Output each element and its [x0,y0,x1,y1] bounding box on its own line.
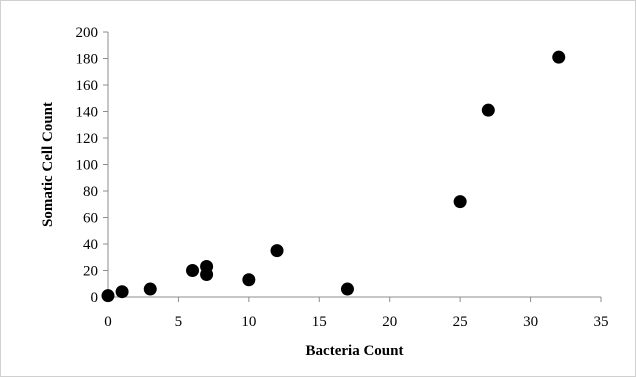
x-axis-title: Bacteria Count [306,343,404,359]
x-tick-label: 25 [453,314,468,330]
data-point [242,273,256,287]
x-tick-label: 35 [594,314,609,330]
x-axis: 0 5 10 15 20 25 30 35 [104,296,609,330]
data-point [270,244,284,258]
y-tick-label: 60 [83,211,98,227]
x-tick-label: 15 [312,314,327,330]
y-tick-label: 200 [76,25,99,41]
data-point [200,267,214,281]
y-tick-label: 140 [76,105,99,121]
data-point [186,264,200,277]
y-axis: 0 20 40 60 80 100 120 140 160 180 200 [76,25,109,306]
data-point [340,282,354,296]
y-tick-label: 120 [76,131,99,147]
data-point [143,282,157,296]
y-tick-label: 180 [76,52,99,68]
data-points [101,50,566,303]
y-tick-label: 160 [76,78,99,94]
y-tick-label: 80 [83,184,98,200]
x-tick-label: 10 [241,314,256,330]
y-axis-title: Somatic Cell Count [40,102,56,227]
x-tick-label: 20 [382,314,397,330]
data-point [101,289,115,303]
y-tick-label: 20 [83,264,98,280]
data-point [552,50,566,64]
y-tick-label: 40 [83,237,98,253]
data-point [115,285,129,299]
x-tick-label: 30 [523,314,538,330]
y-tick-label: 100 [76,158,99,174]
x-tick-label: 0 [104,314,112,330]
x-tick-label: 5 [175,314,183,330]
data-point [453,195,467,209]
data-point [481,103,495,117]
y-tick-label: 0 [91,290,99,306]
